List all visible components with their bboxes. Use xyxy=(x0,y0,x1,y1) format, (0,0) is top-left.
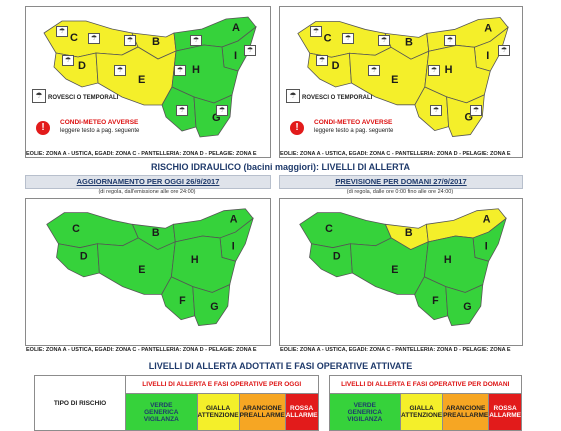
zone-label-D: D xyxy=(332,60,340,72)
warning-title: CONDI-METEO AVVERSE xyxy=(314,119,393,126)
storm-icon: ☂ xyxy=(428,65,440,76)
storm-icon: ☂ xyxy=(378,35,390,46)
storm-icon: ☂ xyxy=(470,105,482,116)
warning-subtitle: leggere testo a pag. seguente xyxy=(314,128,394,134)
map-panel-top-left: C D B E A I H F G ☂ ☂ ☂ ☂ ☂ ☂ ☂ ☂ ☂ ☂ ☂ … xyxy=(25,6,271,158)
storm-icon: ☂ xyxy=(244,45,256,56)
zone-label-C: C xyxy=(72,223,80,235)
storm-icon: ☂ xyxy=(216,105,228,116)
zone-label-B: B xyxy=(405,227,413,239)
footer-mid-right: EOLIE: ZONA A - USTICA, EGADI: ZONA C - … xyxy=(280,347,511,353)
zone-label-C: C xyxy=(325,223,333,235)
storm-icon: ☂ xyxy=(124,35,136,46)
zone-D-region xyxy=(53,52,99,88)
zone-label-E: E xyxy=(138,264,145,276)
storm-icon: ☂ xyxy=(62,55,74,66)
hydro-section-title: RISCHIO IDRAULICO (bacini maggiori): LIV… xyxy=(151,162,410,172)
zone-label-E: E xyxy=(391,264,398,276)
zone-label-H: H xyxy=(445,64,453,76)
storm-icon: ☂ xyxy=(190,35,202,46)
zone-label-I: I xyxy=(486,50,489,62)
zone-label-D: D xyxy=(78,60,86,72)
banner-tomorrow: PREVISIONE PER DOMANI 27/9/2017 xyxy=(279,175,523,189)
zone-label-G: G xyxy=(463,301,471,313)
footer-mid-left: EOLIE: ZONA A - USTICA, EGADI: ZONA C - … xyxy=(26,347,257,353)
legend-storm-icon: ☂ xyxy=(286,89,300,103)
storm-icon: ☂ xyxy=(114,65,126,76)
levels-table: TIPO DI RISCHIO LIVELLI DI ALLERTA E FAS… xyxy=(34,375,522,431)
warning-icon: ! xyxy=(290,121,304,135)
sicily-map-top-right: C D B E A I H F G xyxy=(297,17,509,137)
storm-icon: ☂ xyxy=(498,45,510,56)
warning-title: CONDI-METEO AVVERSE xyxy=(60,119,139,126)
zone-label-A: A xyxy=(483,213,491,225)
col-gialla-today: GIALLA ATTENZIONE xyxy=(196,393,240,431)
zone-label-C: C xyxy=(324,32,332,44)
today-header: LIVELLI DI ALLERTA E FASI OPERATIVE PER … xyxy=(125,375,319,394)
map-panel-top-right: C D B E A I H F G ☂ ☂ ☂ ☂ ☂ ☂ ☂ ☂ ☂ ☂ ☂ … xyxy=(279,6,523,158)
zone-label-G: G xyxy=(464,112,472,124)
col-verde-today: VERDE GENERICA VIGILANZA xyxy=(125,393,198,431)
storm-icon: ☂ xyxy=(368,65,380,76)
col-verde-tomorrow: VERDE GENERICA VIGILANZA xyxy=(328,393,402,431)
storm-icon: ☂ xyxy=(316,55,328,66)
storm-icon: ☂ xyxy=(174,65,186,76)
zone-label-F: F xyxy=(179,295,186,307)
sicily-map-mid-left: C D B E A I H F G xyxy=(46,208,254,326)
storm-icon: ☂ xyxy=(430,105,442,116)
tomorrow-header: LIVELLI DI ALLERTA E FASI OPERATIVE PER … xyxy=(328,375,522,394)
legend-label: ROVESCI O TEMPORALI xyxy=(48,95,119,101)
storm-icon: ☂ xyxy=(444,35,456,46)
zone-label-B: B xyxy=(152,227,160,239)
col-gialla-tomorrow: GIALLA ATTENZIONE xyxy=(400,393,444,431)
storm-icon: ☂ xyxy=(176,105,188,116)
banner-today-sub: (di regola, dall'emissione alle ore 24:0… xyxy=(98,189,196,195)
zone-label-B: B xyxy=(152,36,160,48)
zone-label-C: C xyxy=(70,32,78,44)
zone-label-A: A xyxy=(230,213,238,225)
storm-icon: ☂ xyxy=(310,26,322,37)
col-rossa-today: ROSSA ALLARME xyxy=(284,393,319,431)
tipo-rischio-header: TIPO DI RISCHIO xyxy=(34,375,126,431)
zone-label-D: D xyxy=(80,250,88,262)
banner-today: AGGIORNAMENTO PER OGGI 26/9/2017 xyxy=(25,175,271,189)
levels-title: LIVELLI DI ALLERTA ADOTTATI E FASI OPERA… xyxy=(148,361,413,371)
legend-label: ROVESCI O TEMPORALI xyxy=(302,95,373,101)
map-panel-mid-right: C D B E A I H F G xyxy=(279,198,523,346)
col-rossa-tomorrow: ROSSA ALLARME xyxy=(488,393,522,431)
col-arancione-today: ARANCIONE PREALLARME xyxy=(238,393,286,431)
zone-label-E: E xyxy=(138,74,145,86)
banner-tomorrow-sub: (di regola, dalle ore 0:00 fino alle ore… xyxy=(346,189,454,195)
footer-top-left: EOLIE: ZONA A - USTICA, EGADI: ZONA C - … xyxy=(26,151,257,157)
zone-label-E: E xyxy=(391,74,398,86)
zone-label-G: G xyxy=(210,301,218,313)
zone-label-H: H xyxy=(444,254,452,266)
map-panel-mid-left: C D B E A I H F G xyxy=(25,198,271,346)
zone-label-A: A xyxy=(484,22,492,34)
storm-icon: ☂ xyxy=(56,26,68,37)
footer-top-right: EOLIE: ZONA A - USTICA, EGADI: ZONA C - … xyxy=(280,151,511,157)
zone-label-B: B xyxy=(405,36,413,48)
zone-label-I: I xyxy=(234,50,237,62)
col-arancione-tomorrow: ARANCIONE PREALLARME xyxy=(442,393,490,431)
zone-label-I: I xyxy=(232,241,235,253)
zone-label-G: G xyxy=(212,112,221,124)
zone-label-D: D xyxy=(333,250,341,262)
storm-icon: ☂ xyxy=(88,33,100,44)
warning-subtitle: leggere testo a pag. seguente xyxy=(60,128,140,134)
zone-label-I: I xyxy=(485,241,488,253)
storm-icon: ☂ xyxy=(342,33,354,44)
zone-label-H: H xyxy=(191,254,199,266)
zone-label-F: F xyxy=(432,295,439,307)
sicily-map-mid-right: C D B E A I H F G xyxy=(299,208,507,326)
warning-icon: ! xyxy=(36,121,50,135)
zone-label-A: A xyxy=(232,22,240,34)
legend-storm-icon: ☂ xyxy=(32,89,46,103)
zone-label-H: H xyxy=(192,64,200,76)
